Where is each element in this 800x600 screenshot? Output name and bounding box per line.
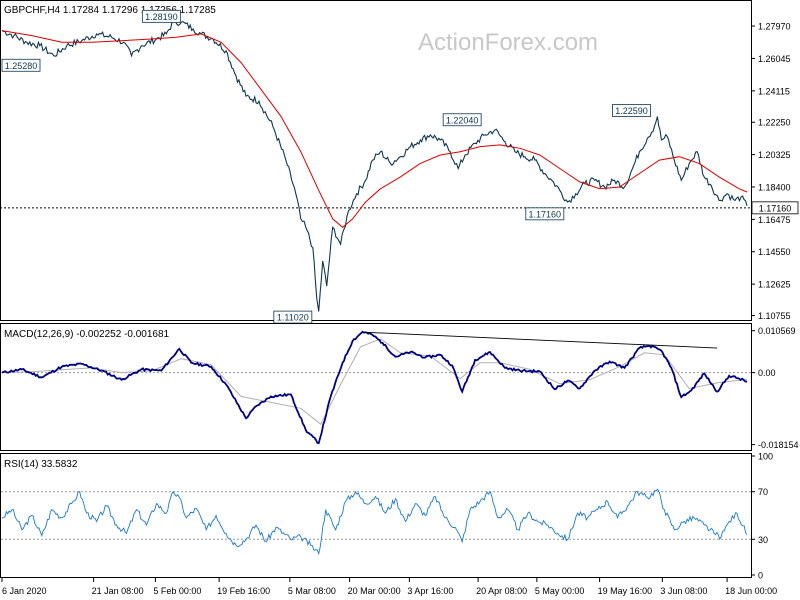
rsi-panel-frame [0, 453, 752, 578]
x-tick-label: 20 Apr 08:00 [476, 586, 527, 596]
watermark: ActionForex.com [418, 29, 598, 56]
moving-average-line [1, 30, 748, 228]
macd-y-axis: 0.010569 0.00 -0.018154 [751, 326, 799, 450]
annotation-label: 1.22590 [615, 106, 648, 116]
x-tick-label: 18 Jun 00:00 [725, 586, 777, 596]
macd-y-tick-label: 0.010569 [758, 326, 796, 336]
price-y-tick-label: 1.24115 [758, 86, 790, 96]
annotation-label: 1.28190 [145, 12, 178, 22]
annotation-label: 1.25280 [5, 61, 38, 71]
price-y-tick-label: 1.27970 [758, 22, 791, 32]
price-y-tick-label: 1.20325 [758, 150, 791, 160]
rsi-series [1, 488, 751, 556]
price-y-tick-label: 1.26045 [758, 54, 791, 64]
macd-panel: MACD(12,26,9) -0.002252 -0.001681 0.0105… [0, 323, 799, 451]
price-y-tick-label: 1.16475 [758, 215, 791, 225]
rsi-header: RSI(14) 33.5832 [4, 459, 78, 470]
rsi-y-tick-label: 30 [758, 535, 768, 545]
macd-line [1, 330, 748, 445]
current-price-badge: 1.17160 [751, 201, 799, 215]
price-y-tick-label: 1.14550 [758, 247, 791, 257]
price-annotations: 1.28190 1.25280 1.11020 1.22040 1.17160 1.225… [1, 9, 651, 324]
price-series [1, 18, 748, 312]
annotation-box [442, 113, 482, 127]
x-tick-label: 3 Apr 16:00 [407, 586, 453, 596]
price-panel-frame [0, 0, 752, 321]
rsi-panel: RSI(14) 33.5832 100 70 30 0 [0, 452, 773, 581]
annotation-box [1, 58, 41, 72]
annotation-label: 1.11020 [277, 313, 309, 323]
annotation-box [525, 207, 565, 221]
macd-y-tick-label: 0.00 [758, 368, 776, 378]
rsi-y-tick-label: 100 [758, 452, 773, 462]
annotation-label: 1.22040 [446, 115, 479, 125]
rsi-y-tick-label: 70 [758, 487, 768, 497]
price-y-tick-label: 1.22250 [758, 118, 791, 128]
macd-panel-frame [0, 323, 752, 451]
x-axis: 6 Jan 2020 21 Jan 08:00 5 Feb 00:00 19 Feb … [1, 578, 777, 596]
rsi-y-axis: 100 70 30 0 [751, 452, 773, 581]
rsi-y-tick-label: 0 [758, 571, 763, 581]
price-y-tick-label: 1.18400 [758, 182, 791, 192]
price-panel: ActionForex.com GBPCHF,H4 1.17284 1.1729… [0, 0, 799, 324]
x-tick-label: 5 Mar 08:00 [288, 586, 336, 596]
current-price-label: 1.17160 [759, 203, 792, 213]
x-tick-label: 20 Mar 00:00 [348, 586, 401, 596]
x-tick-label: 3 Jun 08:00 [660, 586, 707, 596]
price-y-tick-label: 1.12625 [758, 280, 791, 290]
price-y-tick-label: 1.10755 [758, 311, 791, 321]
annotation-box [141, 9, 181, 23]
rsi-line [1, 488, 748, 556]
price-y-axis: 1.27970 1.26045 1.24115 1.22250 1.20325 1.184… [751, 22, 791, 321]
x-tick-label: 6 Jan 2020 [2, 586, 47, 596]
price-line [1, 18, 748, 312]
macd-y-tick-label: -0.018154 [758, 440, 799, 450]
price-header: GBPCHF,H4 1.17284 1.17296 1.17256 1.1728… [4, 5, 216, 16]
annotation-label: 1.17160 [529, 209, 562, 219]
x-tick-label: 19 Feb 16:00 [217, 586, 270, 596]
current-price-box [751, 201, 799, 215]
macd-header: MACD(12,26,9) -0.002252 -0.001681 [4, 329, 170, 340]
x-tick-label: 21 Jan 08:00 [92, 586, 144, 596]
macd-series [1, 330, 751, 445]
x-tick-label: 19 May 16:00 [598, 586, 653, 596]
macd-trendline [362, 331, 718, 349]
x-tick-label: 5 May 00:00 [535, 586, 585, 596]
x-tick-label: 5 Feb 00:00 [153, 586, 201, 596]
annotation-box [612, 104, 651, 117]
